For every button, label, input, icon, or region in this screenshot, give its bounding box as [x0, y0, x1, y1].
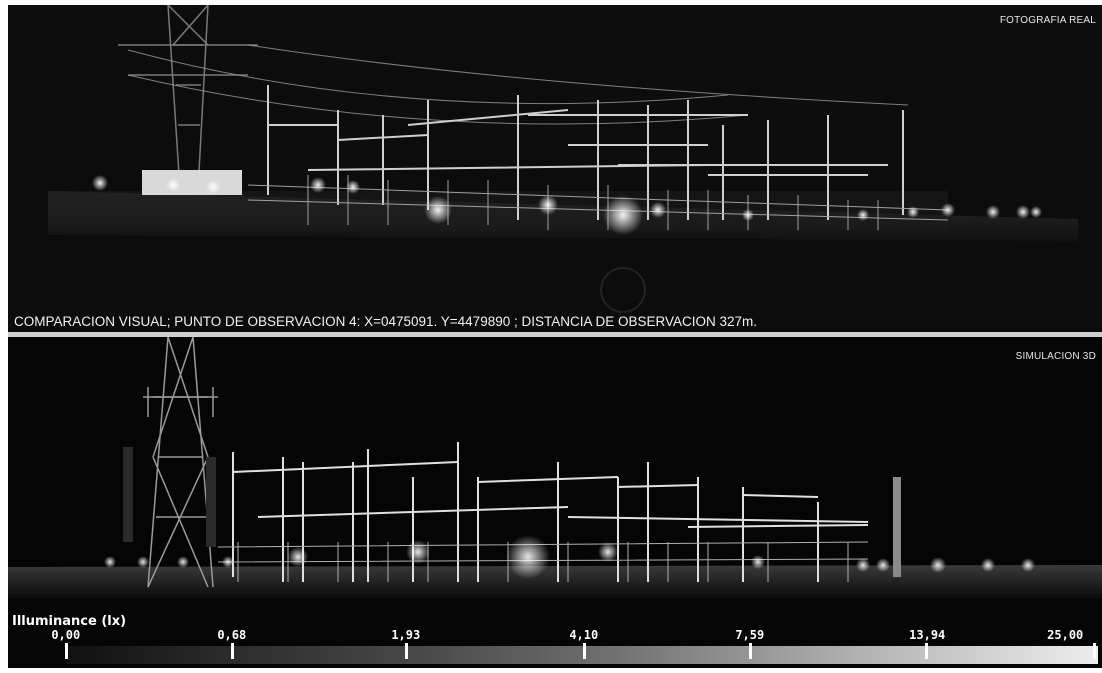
legend-tick-label: 25,00: [1047, 628, 1084, 642]
comparison-caption: COMPARACION VISUAL; PUNTO DE OBSERVACION…: [14, 314, 758, 329]
legend-tick-label: 13,94: [909, 628, 946, 642]
legend-tick-mark: [749, 643, 752, 659]
legend-tick-label: 0,68: [217, 628, 247, 642]
simulation-panel: SIMULACION 3D Illuminance (lx) 0,00 0,68 1…: [8, 337, 1102, 668]
real-photo-label: FOTOGRAFIA REAL: [999, 15, 1096, 26]
substation-simulation: [8, 337, 1102, 668]
illuminance-scale-bar: [66, 646, 1098, 664]
legend-title: Illuminance (lx): [12, 614, 127, 629]
legend-tick-label: 4,10: [569, 628, 599, 642]
simulation-label: SIMULACION 3D: [1015, 351, 1096, 362]
legend-tick-label: 7,59: [735, 628, 765, 642]
legend-tick-mark: [405, 643, 408, 659]
substation-photo: [8, 5, 1102, 332]
legend-tick-mark: [925, 643, 928, 659]
panel-divider: [8, 332, 1102, 337]
real-photo-panel: FOTOGRAFIA REAL COMPARACION VISUAL; PUNT…: [8, 5, 1102, 332]
legend-tick-mark: [65, 643, 68, 659]
legend-tick-label: 1,93: [391, 628, 421, 642]
legend-tick-mark: [583, 643, 586, 659]
legend-tick-mark: [1093, 643, 1096, 659]
legend-tick-mark: [231, 643, 234, 659]
legend-tick-label: 0,00: [51, 628, 81, 642]
